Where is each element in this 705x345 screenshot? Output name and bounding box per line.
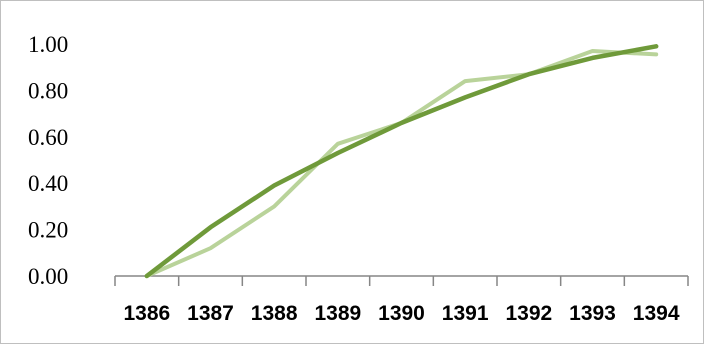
y-tick-label: 0.60 xyxy=(28,125,68,150)
y-axis: 0.00 0.20 0.40 0.60 0.80 1.00 xyxy=(28,32,68,289)
x-tick-label: 1393 xyxy=(569,302,616,325)
y-tick-label: 1.00 xyxy=(28,32,68,57)
x-tick-label: 1392 xyxy=(505,302,552,325)
x-tick-label: 1389 xyxy=(314,302,361,325)
x-axis: 1386 1387 1388 1389 1390 1391 1392 1393 1394 xyxy=(114,275,689,325)
series-line-1 xyxy=(144,49,659,278)
y-tick-label: 0.80 xyxy=(28,78,68,103)
x-tick-label: 1386 xyxy=(123,302,170,325)
series-line-2 xyxy=(144,44,659,279)
x-tick-label: 1388 xyxy=(251,302,298,325)
series-lines xyxy=(144,44,659,279)
x-tick-label: 1394 xyxy=(633,302,680,325)
y-tick-label: 0.20 xyxy=(28,218,68,243)
x-tick-label: 1387 xyxy=(187,302,234,325)
y-tick-label: 0.40 xyxy=(28,171,68,196)
x-tick-label: 1391 xyxy=(442,302,489,325)
y-tick-label: 0.00 xyxy=(28,264,68,289)
x-tick-label: 1390 xyxy=(378,302,425,325)
